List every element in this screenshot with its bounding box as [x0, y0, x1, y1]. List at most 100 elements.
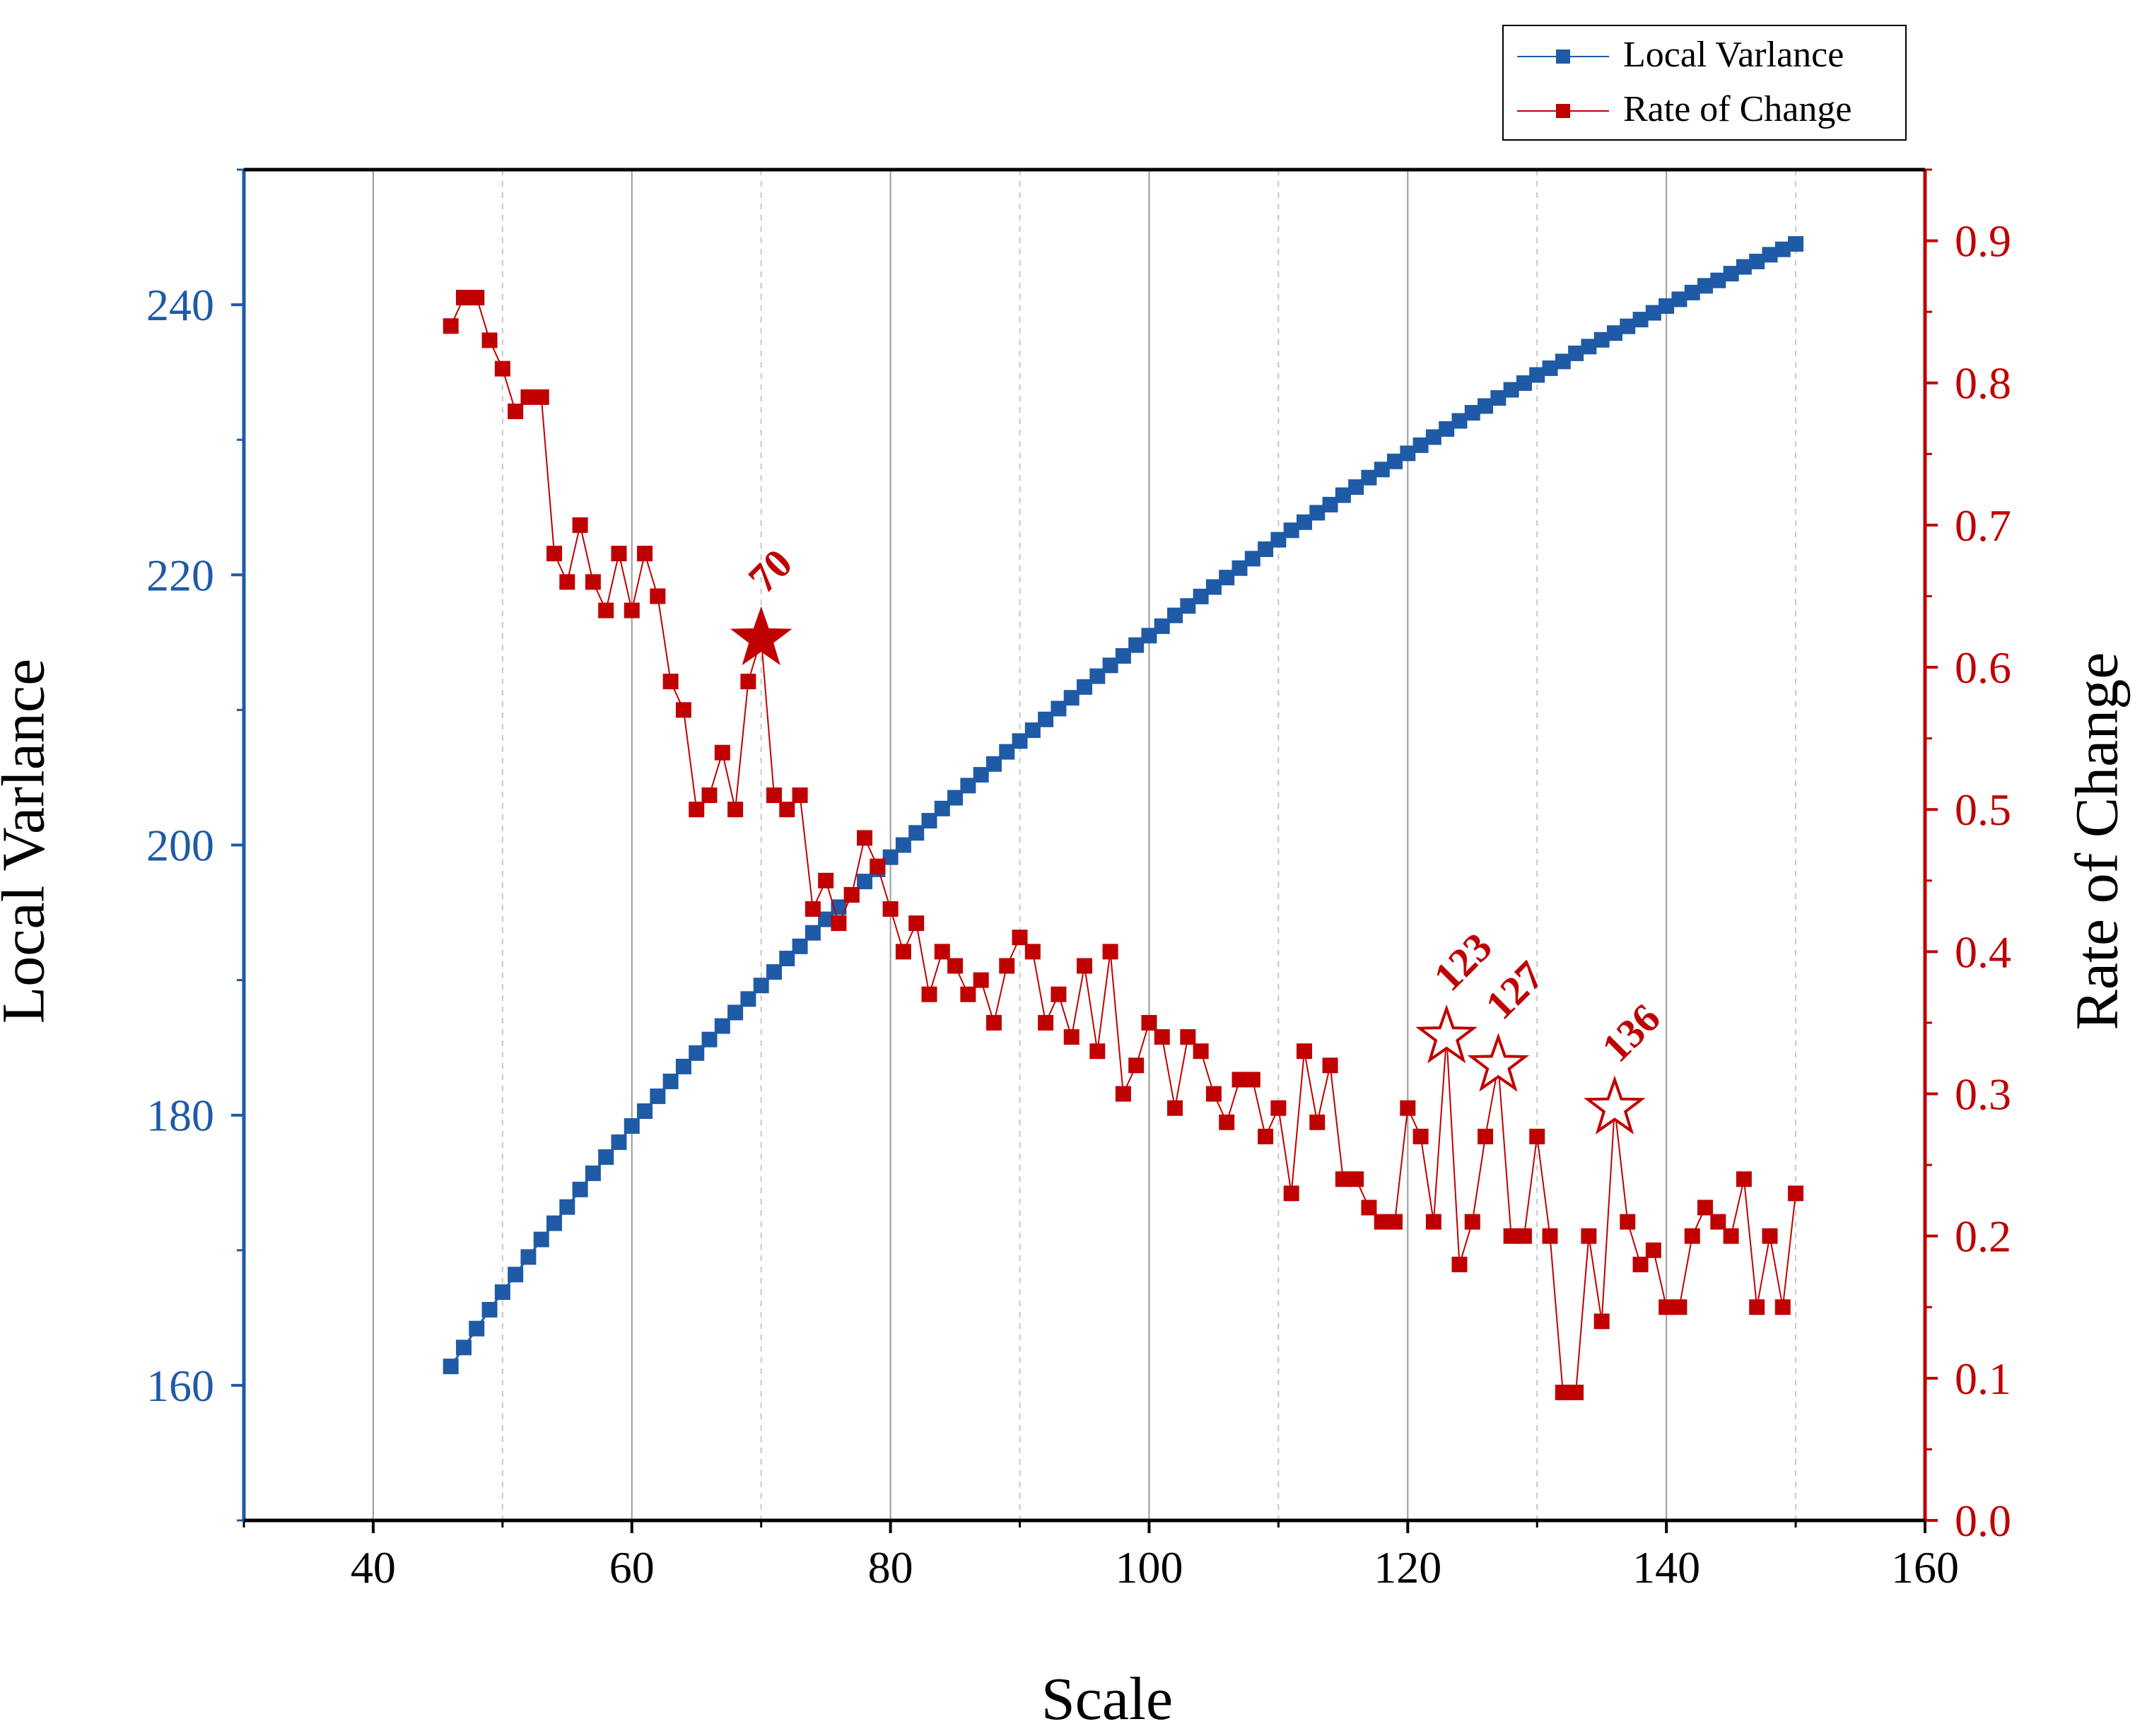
data-point-local-varlance — [1788, 236, 1804, 252]
data-point-local-varlance — [1439, 421, 1455, 437]
data-point-local-varlance — [1309, 505, 1326, 521]
data-point-rate-of-change — [1167, 1100, 1183, 1116]
data-point-rate-of-change — [1400, 1100, 1416, 1116]
data-point-rate-of-change — [1283, 1185, 1299, 1202]
y-tick-label-right: 0.8 — [1955, 358, 2011, 409]
legend-label-local-variance: Local Varlance — [1623, 35, 1844, 75]
data-point-rate-of-change — [792, 787, 808, 804]
data-point-rate-of-change — [520, 389, 537, 405]
data-point-rate-of-change — [960, 986, 976, 1002]
x-tick-label: 140 — [1632, 1542, 1700, 1593]
data-point-rate-of-change — [1193, 1043, 1209, 1060]
data-point-local-varlance — [1542, 360, 1558, 376]
data-point-local-varlance — [1620, 318, 1636, 334]
data-point-local-varlance — [1671, 291, 1687, 307]
data-point-local-varlance — [1244, 551, 1260, 567]
data-point-local-varlance — [985, 756, 1002, 772]
data-point-rate-of-change — [1555, 1384, 1571, 1400]
data-point-local-varlance — [1012, 733, 1028, 749]
y-tick-label-right: 0.2 — [1955, 1212, 2011, 1262]
data-point-local-varlance — [1762, 247, 1778, 263]
data-point-local-varlance — [921, 813, 937, 829]
data-point-rate-of-change — [1296, 1043, 1312, 1060]
data-point-local-varlance — [637, 1103, 653, 1119]
data-point-rate-of-change — [1503, 1228, 1519, 1244]
data-point-local-varlance — [585, 1165, 601, 1181]
data-point-rate-of-change — [1464, 1214, 1480, 1230]
data-point-rate-of-change — [714, 744, 730, 761]
data-point-rate-of-change — [1322, 1057, 1338, 1074]
y-tick-label-right: 0.0 — [1955, 1496, 2011, 1546]
data-point-local-varlance — [947, 790, 964, 806]
data-point-local-varlance — [727, 1004, 744, 1021]
data-point-rate-of-change — [831, 915, 847, 932]
data-point-rate-of-change — [779, 802, 795, 818]
data-point-local-varlance — [1180, 598, 1196, 614]
data-point-rate-of-change — [1180, 1029, 1196, 1045]
data-point-rate-of-change — [1684, 1228, 1700, 1244]
y-tick-label-right: 0.6 — [1955, 643, 2011, 693]
data-point-local-varlance — [1335, 487, 1351, 503]
data-point-rate-of-change — [1258, 1128, 1274, 1144]
data-point-local-varlance — [1141, 628, 1157, 644]
data-point-rate-of-change — [1063, 1029, 1080, 1045]
data-point-local-varlance — [469, 1320, 485, 1337]
data-point-rate-of-change — [481, 332, 498, 348]
data-point-rate-of-change — [973, 972, 989, 988]
x-tick-label: 80 — [868, 1542, 913, 1593]
data-point-local-varlance — [520, 1249, 537, 1265]
data-point-local-varlance — [1077, 679, 1092, 695]
data-point-local-varlance — [1723, 266, 1739, 282]
data-point-rate-of-change — [1374, 1214, 1390, 1230]
data-point-local-varlance — [662, 1073, 679, 1089]
data-point-rate-of-change — [675, 702, 691, 718]
data-point-rate-of-change — [1335, 1171, 1351, 1187]
data-point-rate-of-change — [624, 602, 640, 618]
data-point-rate-of-change — [1762, 1228, 1778, 1244]
data-point-rate-of-change — [740, 674, 756, 690]
data-point-rate-of-change — [1309, 1114, 1326, 1130]
data-point-local-varlance — [1697, 278, 1714, 294]
data-point-rate-of-change — [1620, 1214, 1636, 1230]
data-point-local-varlance — [1736, 259, 1752, 275]
data-point-local-varlance — [766, 964, 782, 980]
data-point-local-varlance — [1387, 453, 1403, 469]
annotation-star-123 — [1415, 1004, 1478, 1064]
data-point-rate-of-change — [1348, 1171, 1364, 1187]
x-tick-label: 100 — [1115, 1542, 1183, 1593]
data-point-local-varlance — [1658, 298, 1675, 315]
y-tick-label-right: 0.5 — [1955, 785, 2011, 835]
data-point-rate-of-change — [1038, 1014, 1054, 1031]
data-point-local-varlance — [714, 1018, 730, 1034]
data-point-rate-of-change — [1451, 1256, 1468, 1272]
data-point-rate-of-change — [455, 290, 472, 306]
x-axis-title: Scale — [1041, 1665, 1173, 1732]
data-point-local-varlance — [1451, 413, 1468, 429]
data-point-local-varlance — [1283, 522, 1299, 539]
data-point-rate-of-change — [494, 360, 510, 377]
data-point-rate-of-change — [727, 802, 744, 818]
data-point-rate-of-change — [1425, 1214, 1441, 1230]
annotation-star-127 — [1467, 1033, 1530, 1092]
data-point-local-varlance — [1710, 272, 1726, 288]
legend-marker-local-variance — [1556, 49, 1570, 64]
data-point-local-varlance — [443, 1359, 459, 1375]
data-point-rate-of-change — [1270, 1100, 1287, 1116]
data-point-rate-of-change — [1089, 1043, 1106, 1060]
data-point-rate-of-change — [882, 901, 899, 917]
data-point-local-varlance — [1232, 560, 1248, 576]
data-point-rate-of-change — [1219, 1114, 1235, 1130]
data-point-local-varlance — [689, 1045, 705, 1061]
data-point-rate-of-change — [1542, 1228, 1558, 1244]
data-point-local-varlance — [1128, 637, 1145, 653]
data-point-local-varlance — [1296, 514, 1312, 530]
annotation-star-136 — [1584, 1075, 1646, 1134]
data-point-rate-of-change — [1529, 1128, 1545, 1144]
data-point-local-varlance — [973, 767, 989, 783]
data-point-local-varlance — [1038, 711, 1054, 727]
data-point-local-varlance — [1154, 618, 1170, 634]
data-point-local-varlance — [1478, 398, 1494, 414]
data-point-local-varlance — [908, 825, 925, 841]
